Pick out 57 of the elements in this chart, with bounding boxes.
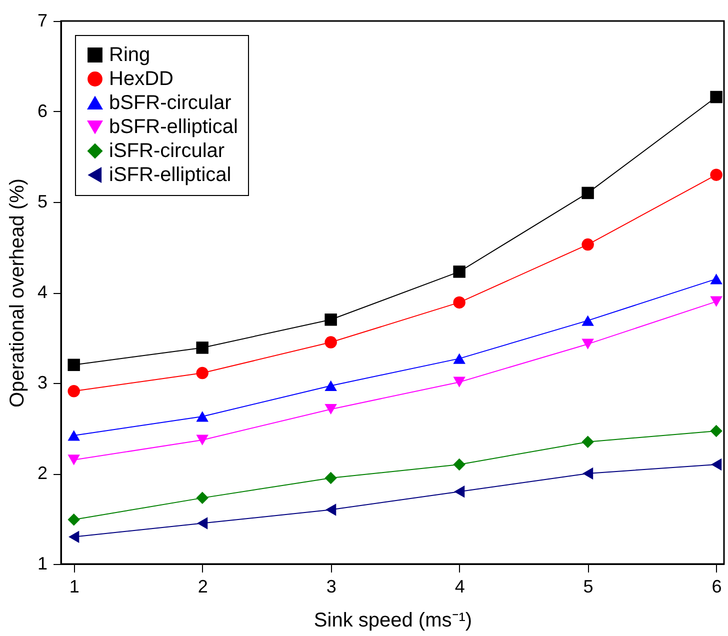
point [710, 424, 722, 438]
point [324, 336, 337, 348]
point [453, 296, 466, 309]
x-tick-label: 4 [454, 576, 465, 596]
point [68, 530, 80, 543]
point [324, 314, 337, 326]
point [453, 266, 466, 278]
point [582, 436, 594, 448]
legend-label: HexDD [109, 68, 174, 90]
y-tick-label: 5 [37, 192, 48, 212]
point [710, 168, 722, 181]
point [196, 492, 208, 504]
point [196, 411, 208, 422]
point [324, 404, 337, 415]
legend-label: iSFR-circular [109, 140, 225, 162]
legend-label: Ring [109, 44, 150, 66]
point [196, 342, 208, 354]
point [68, 385, 80, 398]
point [197, 517, 208, 530]
point [582, 338, 594, 350]
point [68, 454, 80, 466]
legend-label: bSFR-elliptical [109, 116, 238, 138]
y-tick-label: 1 [37, 554, 48, 574]
point [453, 376, 466, 388]
y-tick-label: 7 [37, 10, 48, 30]
legend-label: iSFR-elliptical [109, 164, 232, 186]
y-tick-label: 2 [37, 463, 48, 483]
point [582, 238, 594, 251]
legend-label: bSFR-circular [109, 92, 232, 114]
point [710, 458, 722, 471]
point [326, 504, 336, 516]
point [453, 353, 466, 364]
point [453, 458, 466, 471]
point [68, 514, 80, 526]
x-axis-title: Sink speed (ms⁻¹) [314, 610, 472, 632]
point [196, 366, 208, 380]
point [582, 467, 594, 480]
x-tick-label: 1 [69, 576, 80, 596]
x-tick-label: 3 [326, 576, 336, 596]
point [196, 434, 208, 446]
y-axis-title: Operational overhead (%) [6, 178, 28, 408]
point [324, 380, 337, 392]
point [582, 315, 594, 326]
point [710, 90, 722, 104]
point [710, 296, 722, 307]
point [68, 358, 80, 372]
point [324, 472, 337, 484]
y-tick-label: 4 [37, 282, 48, 302]
x-tick-label: 5 [583, 576, 594, 596]
x-tick-label: 2 [198, 576, 208, 596]
y-tick-label: 6 [37, 101, 48, 121]
point [454, 485, 465, 498]
x-tick-label: 6 [712, 576, 722, 596]
point [68, 430, 80, 441]
y-tick-label: 3 [37, 372, 48, 392]
point [710, 274, 722, 284]
point [582, 186, 594, 200]
